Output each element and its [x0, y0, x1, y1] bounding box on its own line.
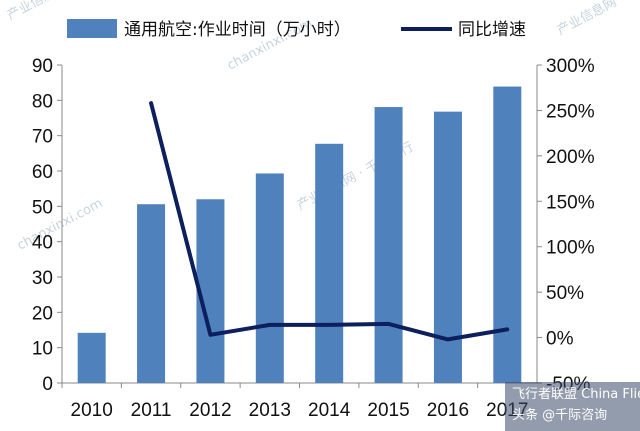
x-tick-label: 2011	[131, 400, 172, 421]
x-tick-label: 2012	[189, 400, 231, 421]
right-tick-label: 300%	[546, 56, 595, 77]
bar	[493, 86, 522, 383]
watermark-text-5: 产业信息网 · 千际投行	[554, 0, 640, 39]
left-tick-label: 30	[32, 268, 53, 289]
left-tick-label: 10	[32, 339, 53, 360]
x-tick-label: 2015	[367, 400, 409, 421]
logo-text: 飞行者联盟 China Flier	[512, 387, 640, 402]
left-tick-label: 80	[32, 91, 53, 112]
legend-line-label: 同比增速	[458, 20, 526, 40]
line-point	[328, 324, 330, 326]
left-tick-label: 0	[42, 374, 53, 395]
credit-badge: 飞行者联盟 China Flier 头条 @千际咨询	[505, 382, 640, 431]
left-tick-label: 40	[32, 233, 53, 254]
left-axis-ticks: 0 10 20 30 40 50 60 70 80 90	[32, 56, 62, 395]
line-point	[447, 338, 449, 340]
right-tick-label: 50%	[546, 283, 584, 304]
line-point	[150, 102, 152, 104]
bar	[77, 332, 106, 383]
left-tick-label: 60	[32, 162, 53, 183]
line-point	[209, 334, 211, 336]
bar	[374, 107, 403, 384]
line-point	[388, 323, 390, 325]
right-tick-label: 250%	[546, 101, 595, 122]
line-point	[506, 328, 508, 330]
legend-bar-swatch	[67, 19, 117, 38]
right-tick-label: 0%	[546, 329, 574, 350]
right-tick-label: 150%	[546, 192, 595, 213]
credit-background	[505, 382, 640, 431]
left-tick-label: 50	[32, 197, 53, 218]
bar	[137, 204, 166, 383]
left-tick-label: 90	[32, 56, 53, 77]
x-tick-label: 2013	[249, 400, 291, 421]
credit-text: 头条 @千际咨询	[512, 407, 607, 423]
left-tick-label: 70	[32, 127, 53, 148]
watermark-text-4: chanxinxi.com	[15, 196, 105, 254]
right-tick-label: 200%	[546, 147, 595, 168]
right-axis-ticks: -50%0%50%100%150%200%250%300%	[537, 56, 595, 395]
left-tick-label: 20	[32, 303, 53, 324]
line-series	[149, 101, 510, 342]
legend-bar-label: 通用航空:作业时间（万小时）	[124, 20, 351, 40]
legend: 通用航空:作业时间（万小时） 同比增速	[67, 19, 526, 40]
line-point	[269, 324, 271, 326]
bar	[255, 173, 284, 383]
bar	[433, 111, 462, 383]
bar	[315, 143, 344, 383]
x-axis-ticks: 20102011201220132014201520162017	[61, 383, 528, 421]
right-tick-label: 100%	[546, 238, 595, 259]
x-tick-label: 2010	[71, 400, 113, 421]
x-tick-label: 2014	[308, 400, 351, 421]
x-tick-label: 2016	[427, 400, 469, 421]
